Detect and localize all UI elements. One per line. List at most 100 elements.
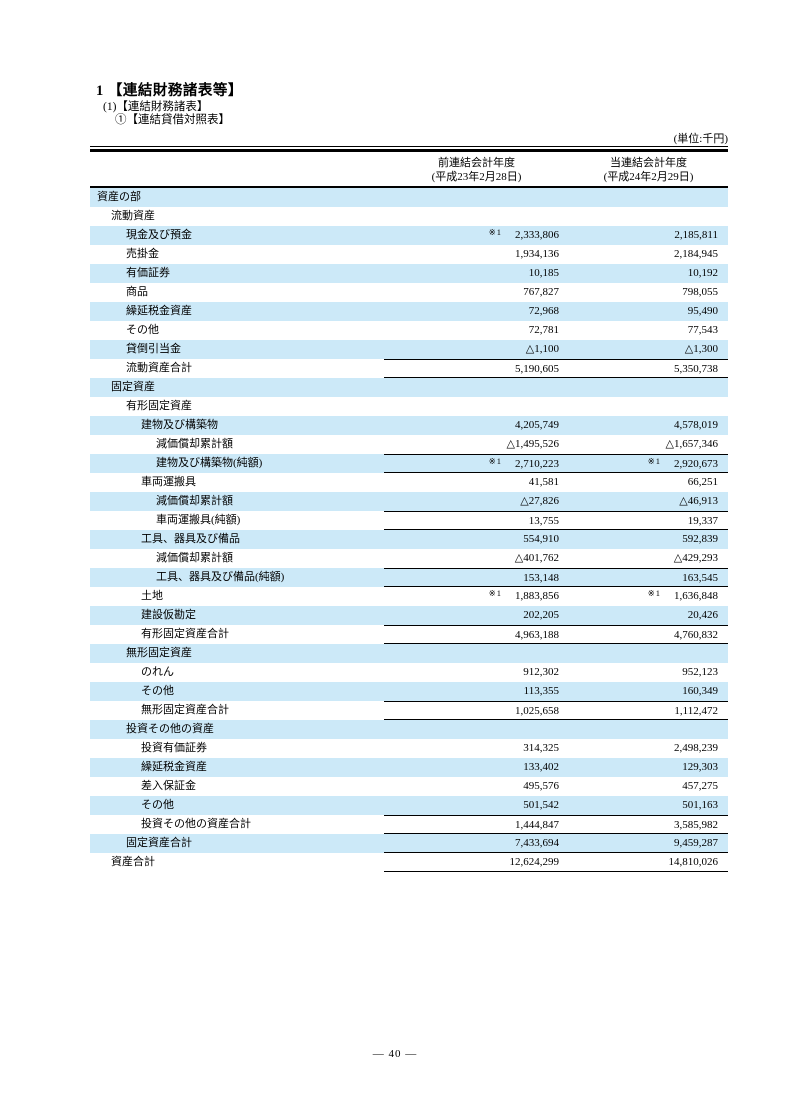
row-values bbox=[384, 644, 728, 663]
note-reference-mark: ※1 bbox=[647, 588, 661, 598]
prior-year-value: △1,495,526 bbox=[384, 435, 569, 454]
amount: 592,839 bbox=[682, 533, 718, 545]
prior-year-value: 113,355 bbox=[384, 682, 569, 701]
prior-year-value bbox=[384, 397, 569, 416]
amount: 501,163 bbox=[682, 799, 718, 811]
current-year-value: 5,350,738 bbox=[569, 360, 728, 377]
table-row: 貸倒引当金 △1,100 △1,300 bbox=[90, 340, 728, 359]
table-row: 資産合計 12,624,299 14,810,026 bbox=[90, 853, 728, 872]
amount: 77,543 bbox=[687, 324, 718, 336]
current-year-value bbox=[569, 188, 728, 207]
table-row: その他 72,781 77,543 bbox=[90, 321, 728, 340]
amount: 163,545 bbox=[682, 572, 718, 584]
table-row: 繰延税金資産 133,402 129,303 bbox=[90, 758, 728, 777]
row-label: 工具、器具及び備品 bbox=[141, 533, 240, 545]
prior-year-value: 12,624,299 bbox=[384, 853, 569, 871]
row-values: 133,402 129,303 bbox=[384, 758, 728, 777]
row-label: 貸倒引当金 bbox=[126, 343, 181, 355]
amount: 4,205,749 bbox=[515, 419, 559, 431]
row-label: 資産合計 bbox=[111, 856, 155, 868]
table-row: 有価証券 10,185 10,192 bbox=[90, 264, 728, 283]
amount: 133,402 bbox=[523, 761, 559, 773]
table-row: 車両運搬具(純額) 13,755 19,337 bbox=[90, 511, 728, 530]
row-values bbox=[384, 397, 728, 416]
row-values: △1,495,526 △1,657,346 bbox=[384, 435, 728, 454]
row-label: 繰延税金資産 bbox=[141, 761, 207, 773]
prior-year-title: 前連結会計年度 bbox=[438, 157, 515, 169]
row-label: 減価償却累計額 bbox=[156, 495, 233, 507]
current-year-value: 592,839 bbox=[569, 530, 728, 549]
row-values: 7,433,694 9,459,287 bbox=[384, 834, 728, 853]
table-row: 投資その他の資産合計 1,444,847 3,585,982 bbox=[90, 815, 728, 834]
amount: 4,578,019 bbox=[674, 419, 718, 431]
amount: 314,325 bbox=[523, 742, 559, 754]
row-label: 固定資産合計 bbox=[126, 837, 192, 849]
page-number: ― 40 ― bbox=[372, 1048, 418, 1060]
row-values: 554,910 592,839 bbox=[384, 530, 728, 549]
amount: 798,055 bbox=[682, 286, 718, 298]
table-row: 差入保証金 495,576 457,275 bbox=[90, 777, 728, 796]
row-label: 差入保証金 bbox=[141, 780, 196, 792]
note-reference-mark: ※1 bbox=[488, 456, 502, 466]
table-row: 投資有価証券 314,325 2,498,239 bbox=[90, 739, 728, 758]
table-row: その他 501,542 501,163 bbox=[90, 796, 728, 815]
row-values: 4,205,749 4,578,019 bbox=[384, 416, 728, 435]
amount: 1,883,856 bbox=[515, 590, 559, 602]
table-row: 現金及び預金 ※1 2,333,806 2,185,811 bbox=[90, 226, 728, 245]
prior-year-value: 314,325 bbox=[384, 739, 569, 758]
amount: 554,910 bbox=[523, 533, 559, 545]
prior-year-value: 4,205,749 bbox=[384, 416, 569, 435]
amount: 1,112,472 bbox=[674, 705, 718, 717]
table-row: 有形固定資産 bbox=[90, 397, 728, 416]
row-values: 72,781 77,543 bbox=[384, 321, 728, 340]
current-year-value bbox=[569, 720, 728, 739]
amount: 457,275 bbox=[682, 780, 718, 792]
amount: 10,192 bbox=[687, 267, 718, 279]
current-year-value: 160,349 bbox=[569, 682, 728, 701]
prior-year-value: 153,148 bbox=[384, 569, 569, 586]
prior-year-value: 501,542 bbox=[384, 796, 569, 815]
row-label: 有形固定資産 bbox=[126, 400, 192, 412]
row-values: ※1 1,883,856 ※1 1,636,848 bbox=[384, 587, 728, 606]
row-label: 有価証券 bbox=[126, 267, 170, 279]
row-values: 113,355 160,349 bbox=[384, 682, 728, 701]
table-row: のれん 912,302 952,123 bbox=[90, 663, 728, 682]
prior-year-value: △27,826 bbox=[384, 492, 569, 511]
current-year-value: 2,184,945 bbox=[569, 245, 728, 264]
amount: 767,827 bbox=[523, 286, 559, 298]
current-year-value bbox=[569, 644, 728, 663]
current-year-value: 129,303 bbox=[569, 758, 728, 777]
amount: 20,426 bbox=[687, 609, 718, 621]
row-values: 1,025,658 1,112,472 bbox=[384, 701, 728, 720]
prior-year-value: △1,100 bbox=[384, 340, 569, 359]
table-row: 流動資産合計 5,190,605 5,350,738 bbox=[90, 359, 728, 378]
prior-year-value: 202,205 bbox=[384, 606, 569, 625]
table-row: 流動資産 bbox=[90, 207, 728, 226]
row-label: 売掛金 bbox=[126, 248, 159, 260]
row-values bbox=[384, 188, 728, 207]
current-year-value: 4,578,019 bbox=[569, 416, 728, 435]
current-year-value: 952,123 bbox=[569, 663, 728, 682]
row-values: 1,934,136 2,184,945 bbox=[384, 245, 728, 264]
table-row: 建物及び構築物(純額) ※1 2,710,223 ※1 2,920,673 bbox=[90, 454, 728, 473]
table-row: 土地 ※1 1,883,856 ※1 1,636,848 bbox=[90, 587, 728, 606]
prior-year-value: 5,190,605 bbox=[384, 360, 569, 377]
amount: 19,337 bbox=[687, 515, 718, 527]
prior-year-value: ※1 1,883,856 bbox=[384, 587, 569, 606]
prior-year-value: 7,433,694 bbox=[384, 834, 569, 852]
amount: 9,459,287 bbox=[674, 837, 718, 849]
amount: △429,293 bbox=[673, 552, 718, 564]
current-year-value: 14,810,026 bbox=[569, 853, 728, 871]
table-row: 固定資産 bbox=[90, 378, 728, 397]
current-year-date: (平成24年2月29日) bbox=[603, 171, 694, 183]
header-prior-year-column: 前連結会計年度 (平成23年2月28日) bbox=[384, 152, 569, 186]
prior-year-value: 1,444,847 bbox=[384, 816, 569, 833]
amount: 1,636,848 bbox=[674, 590, 718, 602]
row-values: 72,968 95,490 bbox=[384, 302, 728, 321]
table-row: その他 113,355 160,349 bbox=[90, 682, 728, 701]
amount: 41,581 bbox=[528, 476, 559, 488]
current-year-value: 66,251 bbox=[569, 473, 728, 492]
current-year-value: △1,300 bbox=[569, 340, 728, 359]
row-label: 商品 bbox=[126, 286, 148, 298]
